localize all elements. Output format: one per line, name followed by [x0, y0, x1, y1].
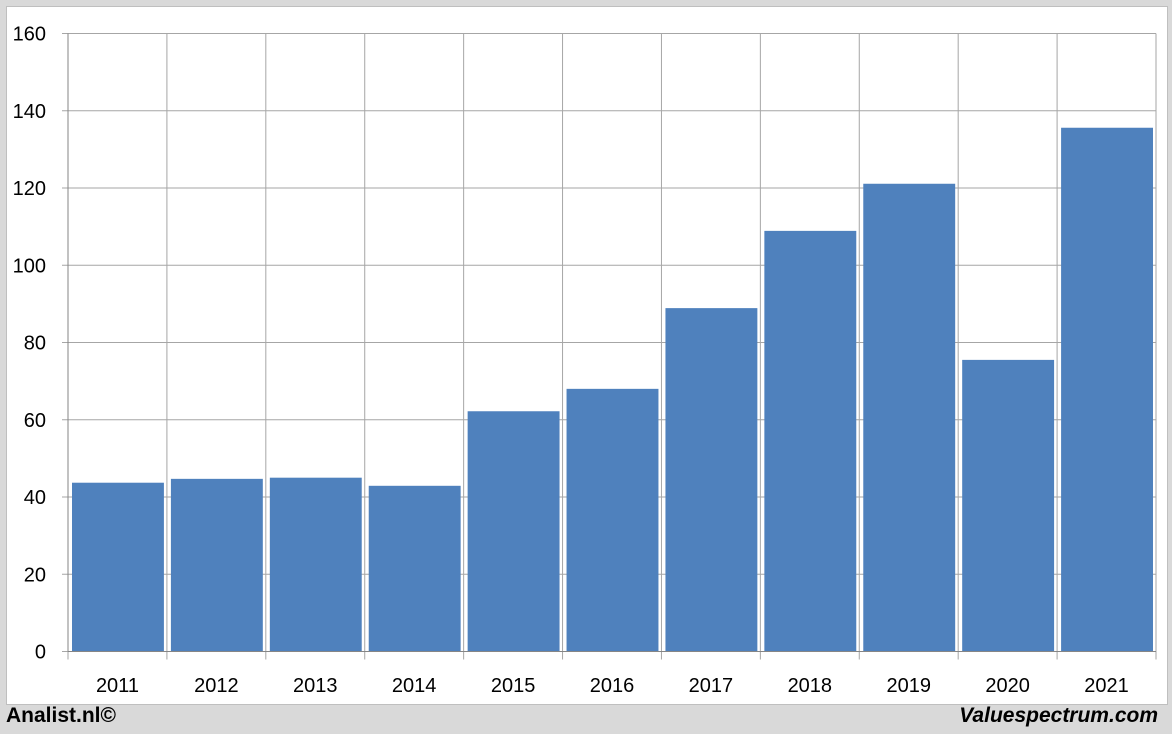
bar-2013 — [269, 477, 362, 652]
x-tick-label: 2013 — [293, 675, 338, 697]
bar-2011 — [72, 482, 164, 652]
valuespectrum-credit: Valuespectrum.com — [959, 704, 1158, 727]
x-tick-label: 2021 — [1084, 675, 1129, 697]
x-tick-label: 2011 — [96, 675, 139, 697]
y-tick-label: 20 — [24, 564, 46, 586]
y-tick-label: 40 — [24, 487, 46, 509]
bar-2016 — [566, 388, 659, 652]
bar-2014 — [368, 485, 461, 652]
x-tick-label: 2015 — [491, 675, 536, 697]
x-tick-label: 2017 — [689, 675, 734, 697]
y-tick-label: 100 — [13, 255, 46, 277]
bar-2019 — [863, 183, 956, 652]
bar-2017 — [665, 308, 758, 652]
x-tick-label: 2019 — [886, 675, 931, 697]
y-tick-label: 140 — [13, 101, 46, 123]
y-tick-label: 120 — [13, 178, 46, 200]
bar-2020 — [962, 359, 1055, 652]
bar-2012 — [170, 478, 263, 652]
x-tick-label: 2020 — [985, 675, 1030, 697]
y-tick-label: 160 — [13, 24, 46, 46]
x-tick-label: 2018 — [788, 675, 833, 697]
bar-2018 — [764, 230, 857, 652]
x-tick-label: 2016 — [590, 675, 635, 697]
x-tick-label: 2012 — [194, 675, 239, 697]
analist-credit: Analist.nl© — [6, 704, 116, 727]
y-tick-label: 0 — [35, 642, 46, 664]
y-tick-label: 80 — [24, 333, 46, 355]
x-tick-label: 2014 — [392, 675, 437, 697]
bar-2015 — [467, 411, 560, 652]
y-tick-label: 60 — [24, 410, 46, 432]
bar-2021 — [1061, 127, 1153, 652]
